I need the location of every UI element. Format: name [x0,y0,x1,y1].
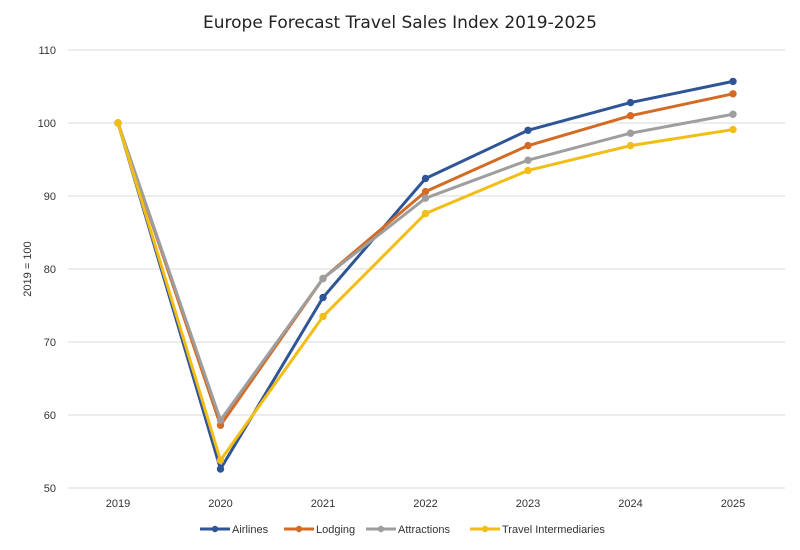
legend-item: Lodging [284,524,355,536]
series-line [116,121,735,462]
data-point [524,156,532,164]
series-lodging [114,90,737,429]
data-point [729,110,737,118]
x-tick-label: 2022 [413,498,437,510]
data-point [729,77,737,86]
y-tick-label: 70 [44,337,56,349]
data-point [729,90,737,98]
data-point [626,141,635,150]
data-point [114,119,122,127]
x-tick-label: 2019 [106,498,130,510]
legend: Airlines Lodging Attractions Travel Interme… [200,524,605,536]
series-airlines [114,77,737,473]
data-point [421,174,430,183]
series-line [116,79,735,471]
y-tick-label: 100 [38,118,56,130]
legend-label: Lodging [316,524,355,536]
data-point [421,209,430,218]
y-tick-label: 60 [44,410,56,422]
x-tick-label: 2025 [721,498,745,510]
data-point [626,98,635,107]
data-point [319,312,327,321]
data-point [524,141,532,150]
data-point [319,293,327,302]
legend-label: Attractions [398,524,450,536]
chart-title: Europe Forecast Travel Sales Index 2019-… [203,13,597,33]
legend-item: Airlines [200,524,269,536]
series-attractions [114,110,737,424]
data-point [421,194,430,202]
series-travel-intermediaries [114,119,737,464]
x-tick-label: 2020 [208,498,232,510]
y-tick-label: 80 [44,264,56,276]
x-tick-label: 2024 [618,498,642,510]
legend-swatch-marker [481,525,489,533]
data-point [216,465,225,473]
x-tick-label: 2023 [516,498,540,510]
y-tick-label: 110 [38,45,56,57]
legend-swatch-marker [211,525,219,533]
data-point [729,125,737,134]
data-point [421,187,430,196]
legend-item: Attractions [366,524,450,536]
x-axis-ticks: 2019 2020 2021 2022 2023 2024 2025 [106,498,745,510]
data-point [524,166,532,175]
y-axis-ticks: 50 60 70 80 90 100 110 [38,45,56,495]
y-axis-title: 2019 = 100 [22,241,34,296]
series-line [116,112,735,422]
legend-label: Airlines [232,524,269,536]
series-group [114,77,737,473]
data-point [216,456,225,464]
data-point [626,112,635,120]
x-tick-label: 2021 [311,498,335,510]
data-point [319,274,327,283]
y-tick-label: 90 [44,191,56,203]
legend-swatch-marker [295,525,303,533]
legend-swatch-marker [377,525,385,533]
y-tick-label: 50 [44,483,56,495]
data-point [626,129,635,137]
legend-label: Travel Intermediaries [502,524,605,536]
gridlines [68,49,785,489]
data-point [216,416,225,424]
data-point [524,126,532,135]
legend-item: Travel Intermediaries [470,524,605,536]
